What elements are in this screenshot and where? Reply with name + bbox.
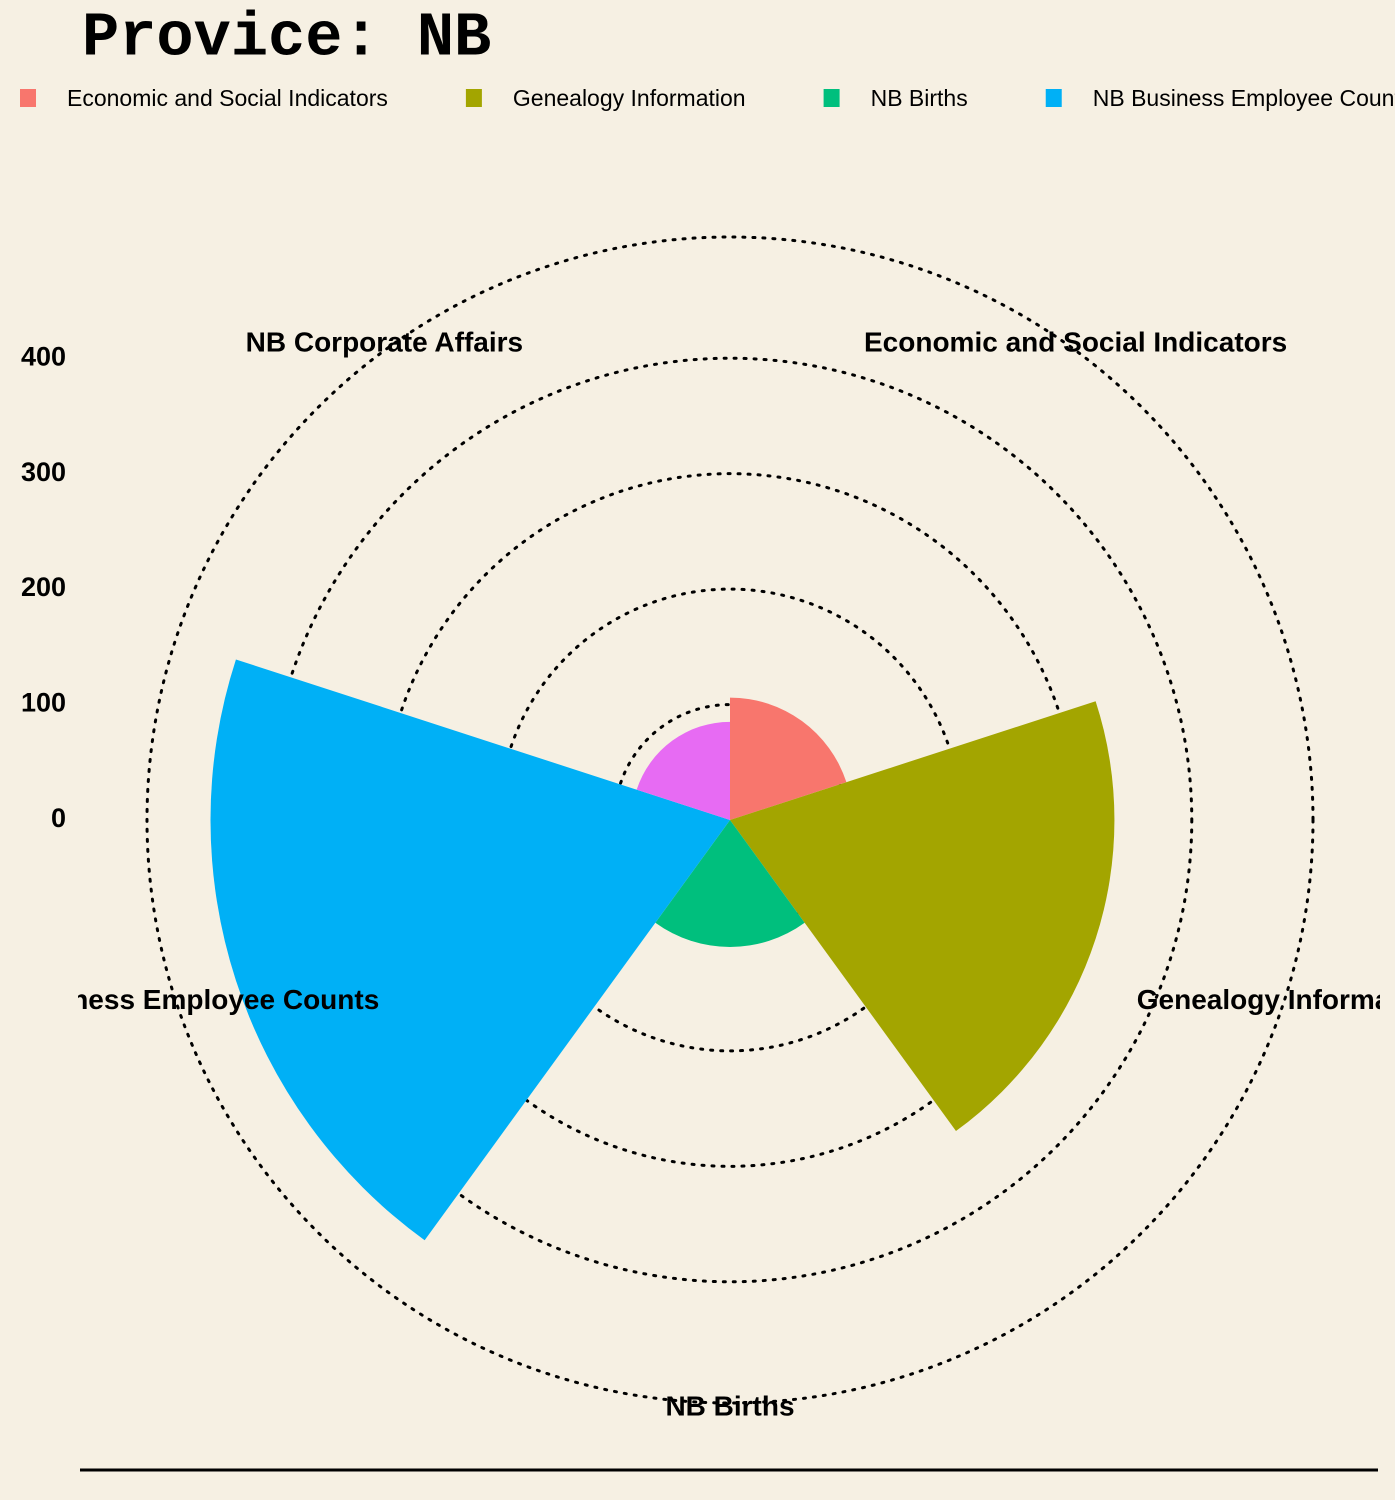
legend-swatch [20,89,36,107]
legend-label: Economic and Social Indicators [67,85,388,111]
legend-swatch [1045,89,1062,107]
y-tick-label: 100 [21,688,66,718]
y-tick-label: 200 [21,572,66,602]
category-labels: Economic and Social Indicators Genealogy … [0,327,1395,1422]
legend-label: NB Business Employee Counts [1093,85,1395,111]
category-label: NB Corporate Affairs [246,327,523,358]
legend-label: NB Births [871,85,968,111]
legend: Economic and Social Indicators Genealogy … [20,85,1395,111]
y-tick-label: 0 [51,803,66,833]
category-label: Genealogy Information [1137,984,1395,1015]
chart-title: Provice: NB [82,2,491,73]
y-tick-label: 400 [21,341,66,371]
legend-swatch [823,89,840,107]
wedge [636,721,730,820]
wedge [730,697,847,820]
grid-circle [145,235,1315,1405]
category-label: Economic and Social Indicators [864,327,1287,358]
wedge [655,820,805,947]
wedge [730,701,1115,1132]
category-label: NB Business Employee Counts [0,984,379,1015]
legend-swatch [465,89,482,107]
category-label: NB Births [665,1390,794,1421]
y-tick-label: 300 [21,457,66,487]
legend-label: Genealogy Information [513,85,746,111]
wedge [210,659,730,1241]
